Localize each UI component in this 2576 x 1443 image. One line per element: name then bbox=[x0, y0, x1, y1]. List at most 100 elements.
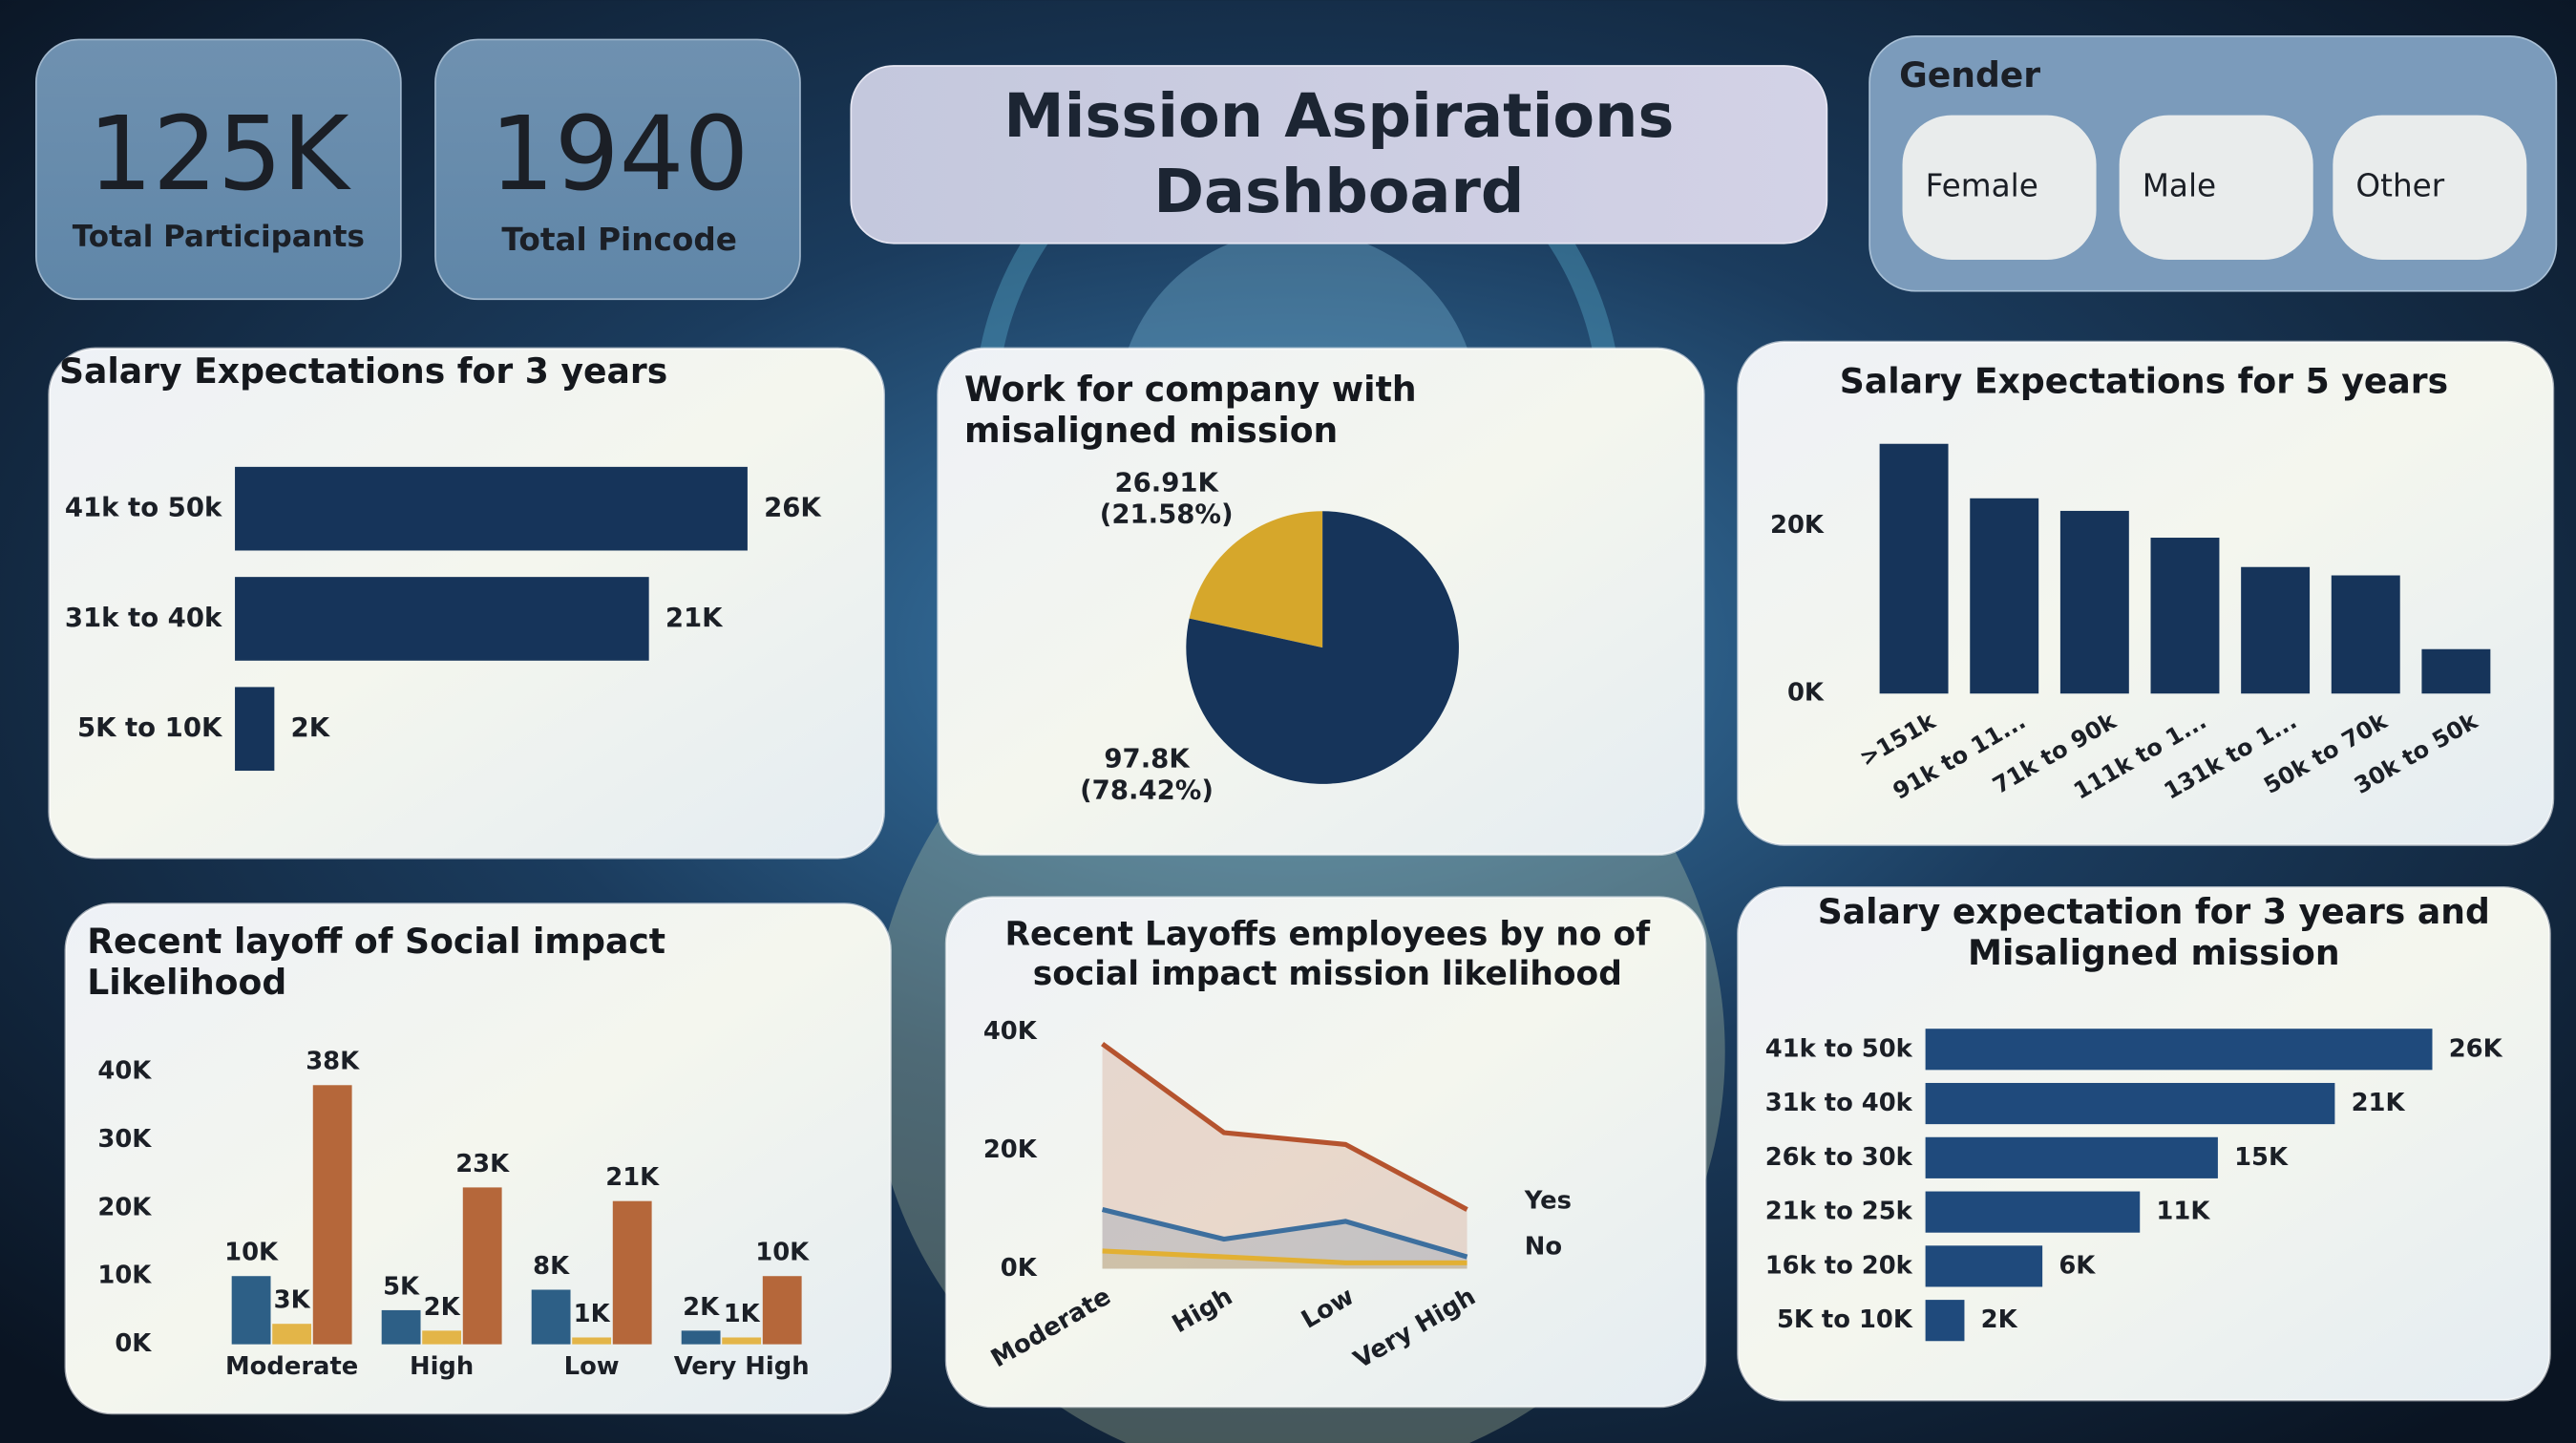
chart-title: Recent layoff of Social impact Likelihoo… bbox=[87, 922, 666, 1004]
slicer-title: Gender bbox=[1899, 54, 2040, 95]
bar bbox=[2421, 648, 2491, 694]
y-tick-label: 0K bbox=[115, 1329, 152, 1358]
bar bbox=[531, 1289, 571, 1345]
bar bbox=[722, 1337, 762, 1345]
legend-label: No bbox=[1525, 1233, 1562, 1262]
y-tick-label: 20K bbox=[1770, 511, 1825, 540]
slicer-option[interactable]: Male bbox=[2143, 167, 2216, 203]
value-label: 21K bbox=[605, 1163, 660, 1192]
y-tick-label: 20K bbox=[983, 1135, 1038, 1164]
chart-title-box: Recent Layoffs employees by no of social… bbox=[1004, 913, 1651, 993]
bar bbox=[2059, 510, 2129, 694]
chart-card bbox=[944, 896, 1707, 1409]
area bbox=[1102, 1044, 1467, 1269]
value-label: 21K bbox=[2352, 1089, 2406, 1117]
y-tick-label: 40K bbox=[97, 1057, 152, 1086]
value-label: 1K bbox=[574, 1300, 611, 1328]
bar bbox=[762, 1276, 802, 1345]
line bbox=[1101, 1207, 1468, 1260]
value-label: 2K bbox=[683, 1293, 720, 1322]
x-tick-label: Very High bbox=[674, 1352, 810, 1381]
bar bbox=[381, 1309, 421, 1345]
value-label: 3K bbox=[274, 1286, 311, 1315]
bar bbox=[422, 1330, 462, 1345]
value-label: 26K bbox=[2449, 1034, 2503, 1063]
category-label: 5K to 10K bbox=[77, 712, 223, 743]
x-tick-label: Low bbox=[564, 1352, 620, 1381]
value-label: 21K bbox=[665, 603, 724, 633]
chart-title-box: Work for company with misaligned mission bbox=[964, 370, 1417, 451]
chart-title: Work for company with misaligned mission bbox=[964, 370, 1417, 451]
chart-title: Salary Expectations for 3 years bbox=[58, 351, 668, 392]
bar bbox=[1879, 443, 1949, 694]
bar bbox=[2241, 566, 2311, 694]
bar bbox=[235, 687, 275, 772]
chart-title-box: Salary expectation for 3 years and Misal… bbox=[1817, 892, 2490, 974]
bar bbox=[612, 1200, 652, 1345]
pie-slice bbox=[1189, 511, 1323, 648]
value-label: 1K bbox=[724, 1300, 761, 1328]
bar bbox=[2150, 538, 2220, 694]
bar bbox=[235, 466, 748, 551]
bar bbox=[681, 1330, 721, 1345]
bar bbox=[1925, 1300, 1965, 1342]
y-tick-label: 30K bbox=[97, 1125, 152, 1154]
category-label: 16k to 20k bbox=[1765, 1251, 1913, 1280]
slicer-option[interactable]: Female bbox=[1926, 167, 2038, 203]
value-label: 38K bbox=[306, 1048, 360, 1076]
chart-title: Recent Layoffs employees by no of social… bbox=[1004, 913, 1651, 993]
value-label: 8K bbox=[533, 1252, 570, 1281]
bar bbox=[1970, 498, 2039, 694]
bar bbox=[462, 1187, 502, 1345]
category-label: 21k to 25k bbox=[1765, 1198, 1913, 1226]
slicer-option[interactable]: Other bbox=[2355, 167, 2444, 203]
value-label: 5K bbox=[383, 1272, 420, 1301]
category-label: 31k to 40k bbox=[1765, 1089, 1913, 1117]
chart-title: Salary expectation for 3 years and Misal… bbox=[1817, 892, 2490, 974]
chart-title-box: Salary Expectations for 3 years bbox=[58, 351, 668, 392]
legend-label: Yes bbox=[1524, 1186, 1572, 1215]
bar bbox=[272, 1324, 312, 1345]
chart-title-box: Recent layoff of Social impact Likelihoo… bbox=[87, 922, 666, 1004]
kpi-card bbox=[434, 38, 801, 301]
slicer-button[interactable] bbox=[2119, 115, 2313, 260]
value-label-box: 26.91K (21.58%) bbox=[1099, 466, 1234, 530]
bar bbox=[1925, 1082, 2335, 1125]
value-label: 2K bbox=[291, 712, 331, 743]
y-tick-label: 10K bbox=[97, 1262, 152, 1290]
category-label: 41k to 50k bbox=[1765, 1034, 1913, 1063]
kpi-value: 1940 bbox=[490, 95, 749, 214]
y-tick-label: 40K bbox=[983, 1017, 1038, 1046]
kpi-label: Total Pincode bbox=[501, 222, 737, 258]
value-label: 26.91K (21.58%) bbox=[1099, 466, 1234, 530]
pie-slice bbox=[1186, 511, 1459, 784]
y-tick-label: 0K bbox=[1787, 679, 1825, 708]
value-label: 26K bbox=[764, 493, 822, 523]
line bbox=[1101, 1042, 1468, 1212]
bar bbox=[572, 1337, 612, 1345]
bar bbox=[312, 1085, 352, 1345]
slicer-button[interactable] bbox=[2333, 115, 2527, 260]
category-label: 26k to 30k bbox=[1765, 1143, 1913, 1172]
value-label: 2K bbox=[424, 1293, 461, 1322]
value-label: 23K bbox=[455, 1150, 510, 1178]
chart-title: Salary Expectations for 5 years bbox=[1839, 361, 2449, 401]
value-label: 11K bbox=[2156, 1198, 2210, 1226]
slicer-button[interactable] bbox=[1902, 115, 2097, 260]
chart-title-box: Salary Expectations for 5 years bbox=[1839, 361, 2449, 401]
kpi-label: Total Participants bbox=[73, 220, 365, 254]
category-label: 31k to 40k bbox=[65, 603, 222, 633]
chart-card bbox=[64, 902, 892, 1415]
line bbox=[1102, 1248, 1467, 1265]
bar bbox=[2331, 575, 2400, 694]
value-label: 97.8K (78.42%) bbox=[1080, 742, 1214, 806]
x-tick-label: Moderate bbox=[225, 1352, 358, 1381]
value-label: 10K bbox=[755, 1239, 810, 1267]
value-label-box: 97.8K (78.42%) bbox=[1080, 742, 1214, 806]
y-tick-label: 0K bbox=[1001, 1254, 1038, 1283]
bar bbox=[1925, 1245, 2043, 1287]
value-label: 6K bbox=[2059, 1251, 2096, 1280]
x-tick-label: High bbox=[410, 1352, 474, 1381]
